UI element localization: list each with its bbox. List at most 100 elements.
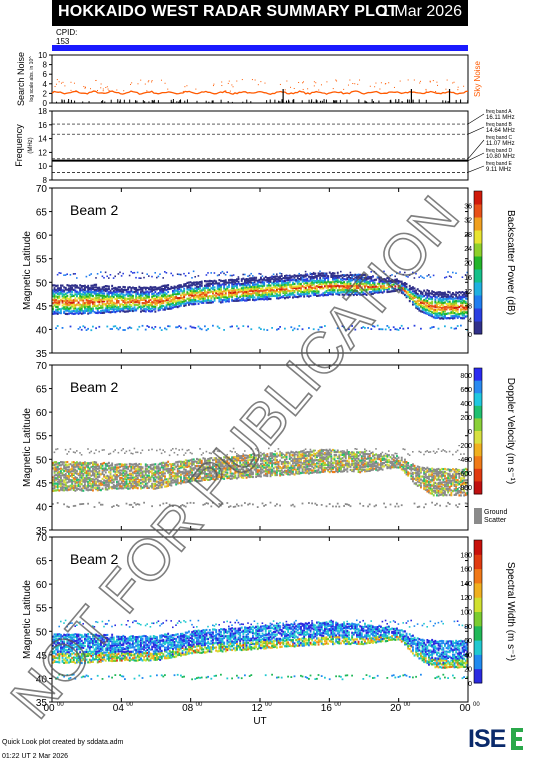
data-cell bbox=[168, 463, 171, 466]
data-cell bbox=[242, 325, 245, 327]
data-cell bbox=[167, 480, 170, 483]
data-cell bbox=[301, 278, 304, 281]
data-cell bbox=[292, 289, 294, 292]
data-cell bbox=[461, 291, 464, 294]
data-cell bbox=[191, 303, 194, 306]
data-cell bbox=[340, 291, 342, 294]
freq-band-name: freq band B bbox=[486, 122, 513, 128]
data-cell bbox=[152, 485, 155, 488]
search-noise-bar bbox=[151, 100, 153, 103]
data-cell bbox=[232, 293, 235, 297]
noise-dot bbox=[457, 89, 459, 91]
data-cell bbox=[167, 483, 170, 486]
data-cell bbox=[240, 290, 243, 293]
noise-dot bbox=[75, 90, 77, 92]
data-cell bbox=[368, 291, 371, 294]
data-cell bbox=[205, 478, 208, 481]
data-cell bbox=[290, 464, 293, 467]
data-cell bbox=[188, 297, 190, 300]
data-cell bbox=[122, 299, 125, 302]
data-cell bbox=[159, 308, 162, 311]
data-cell bbox=[229, 450, 232, 452]
data-cell bbox=[360, 277, 363, 281]
data-cell bbox=[178, 467, 181, 470]
data-cell bbox=[148, 480, 150, 483]
data-cell bbox=[63, 286, 66, 289]
data-cell bbox=[120, 288, 123, 291]
data-cell bbox=[212, 280, 214, 283]
data-cell bbox=[74, 299, 77, 302]
data-cell bbox=[112, 450, 115, 453]
data-cell bbox=[168, 287, 171, 290]
data-cell bbox=[437, 298, 440, 301]
data-cell bbox=[269, 276, 272, 279]
data-cell bbox=[210, 290, 213, 293]
data-cell bbox=[226, 460, 229, 463]
data-cell bbox=[120, 465, 123, 468]
data-cell bbox=[346, 291, 349, 294]
data-cell bbox=[71, 481, 74, 484]
data-cell bbox=[264, 504, 267, 506]
data-cell bbox=[287, 293, 290, 296]
data-cell bbox=[56, 295, 59, 298]
data-cell bbox=[228, 467, 230, 470]
data-cell bbox=[100, 482, 102, 485]
noise-dot bbox=[148, 80, 150, 82]
data-cell bbox=[269, 468, 272, 471]
data-cell bbox=[226, 465, 229, 468]
data-cell bbox=[56, 469, 59, 472]
data-cell bbox=[284, 283, 286, 286]
data-cell bbox=[64, 461, 67, 464]
data-cell bbox=[461, 298, 464, 301]
data-cell bbox=[140, 467, 142, 470]
noise-dot bbox=[229, 90, 231, 92]
data-cell bbox=[82, 461, 85, 465]
data-cell bbox=[325, 286, 328, 289]
data-cell bbox=[296, 470, 299, 473]
data-cell bbox=[199, 283, 202, 286]
data-cell bbox=[101, 300, 104, 303]
data-cell bbox=[458, 296, 461, 299]
data-cell bbox=[296, 460, 299, 463]
data-cell bbox=[90, 470, 93, 473]
data-cell bbox=[448, 302, 451, 305]
data-cell bbox=[213, 272, 216, 274]
data-cell bbox=[340, 285, 342, 288]
data-cell bbox=[234, 294, 237, 298]
data-cell bbox=[322, 274, 325, 277]
data-cell bbox=[151, 286, 154, 289]
data-cell bbox=[292, 460, 294, 463]
data-cell bbox=[250, 447, 252, 450]
data-cell bbox=[220, 476, 222, 479]
data-cell bbox=[148, 478, 150, 481]
data-cell bbox=[328, 289, 331, 292]
data-cell bbox=[93, 303, 96, 306]
freq-band-value: 11.07 MHz bbox=[486, 141, 515, 147]
data-cell bbox=[108, 483, 110, 486]
data-cell bbox=[109, 301, 112, 305]
data-cell bbox=[240, 289, 243, 292]
data-cell bbox=[268, 471, 270, 474]
data-cell bbox=[240, 504, 243, 507]
data-cell bbox=[256, 290, 259, 293]
data-cell bbox=[181, 298, 184, 301]
data-cell bbox=[210, 472, 213, 475]
data-cell bbox=[348, 289, 350, 292]
data-cell bbox=[56, 463, 59, 467]
data-cell bbox=[204, 503, 206, 506]
data-cell bbox=[116, 310, 118, 313]
data-cell bbox=[216, 467, 219, 470]
data-cell bbox=[144, 299, 147, 302]
data-cell bbox=[119, 473, 122, 477]
data-cell bbox=[72, 451, 75, 453]
data-cell bbox=[420, 301, 422, 304]
data-cell bbox=[223, 462, 226, 465]
data-cell bbox=[210, 457, 213, 460]
data-cell bbox=[85, 464, 88, 467]
data-cell bbox=[226, 462, 229, 465]
data-cell bbox=[146, 464, 149, 467]
data-cell bbox=[109, 479, 112, 482]
data-cell bbox=[120, 275, 123, 277]
data-cell bbox=[279, 296, 282, 299]
data-cell bbox=[247, 286, 250, 290]
